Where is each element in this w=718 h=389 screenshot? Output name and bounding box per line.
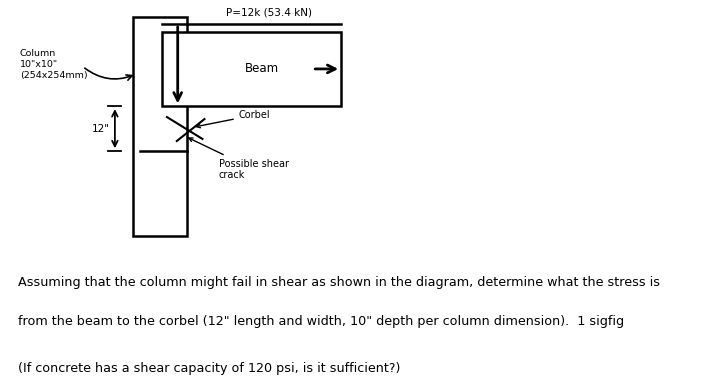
Text: Assuming that the column might fail in shear as shown in the diagram, determine : Assuming that the column might fail in s…	[18, 276, 660, 289]
Text: Possible shear
crack: Possible shear crack	[189, 138, 289, 180]
Text: P=12k (53.4 kN): P=12k (53.4 kN)	[226, 8, 312, 18]
Text: from the beam to the corbel (12" length and width, 10" depth per column dimensio: from the beam to the corbel (12" length …	[18, 315, 624, 328]
Bar	[162, 32, 341, 106]
Text: 12": 12"	[91, 124, 109, 134]
Text: Column
10"x10"
(254x254mm): Column 10"x10" (254x254mm)	[19, 49, 88, 80]
Text: (If concrete has a shear capacity of 120 psi, is it sufficient?): (If concrete has a shear capacity of 120…	[18, 362, 401, 375]
Text: Beam: Beam	[245, 62, 279, 75]
Bar	[133, 17, 187, 236]
Text: Corbel: Corbel	[196, 110, 271, 128]
